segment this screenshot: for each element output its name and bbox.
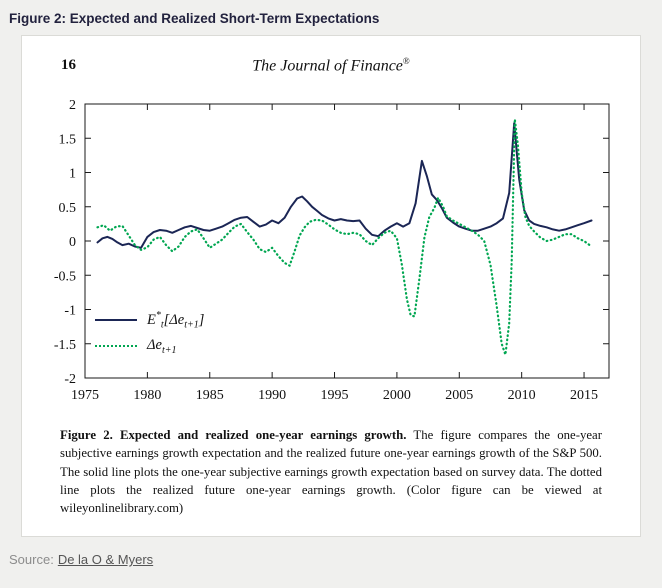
y-tick-label: 2 (69, 98, 76, 113)
x-tick-label: 2000 (383, 388, 411, 403)
expected-series-line (96, 122, 593, 249)
legend-label-realized: Δet+1 (147, 337, 176, 356)
legend-symbol-E: E (147, 311, 156, 328)
paper-page-number: 16 (61, 57, 76, 73)
y-tick-label: -1 (64, 304, 76, 319)
y-tick-label: 0.5 (59, 201, 77, 216)
chart-legend: E*t[Δet+1] Δet+1 (95, 310, 204, 355)
page-title: Figure 2: Expected and Realized Short-Te… (9, 11, 380, 26)
legend-item-realized: Δet+1 (95, 337, 204, 355)
source-label: Source: (9, 552, 54, 567)
legend-symbol-bracket-delta-e: [Δe (163, 311, 185, 328)
legend-sup-star: * (155, 309, 161, 321)
x-tick-label: 1990 (258, 388, 286, 403)
paper-header: 16 The Journal of Finance® (22, 56, 640, 80)
x-tick-label: 1975 (71, 388, 99, 403)
legend-sub-t: t (160, 319, 164, 331)
legend-item-expected: E*t[Δet+1] (95, 310, 204, 331)
x-tick-label: 2010 (508, 388, 536, 403)
figure-caption: Figure 2. Expected and realized one-year… (60, 426, 602, 517)
x-tick-label: 2005 (445, 388, 473, 403)
x-tick-label: 2015 (570, 388, 598, 403)
registered-mark: ® (402, 56, 410, 66)
y-tick-label: -0.5 (54, 269, 76, 284)
legend-symbol-bracket-close: ] (198, 311, 205, 328)
legend-symbol-delta-e: Δe (147, 336, 162, 353)
caption-rest: The figure compares the one-year subject… (60, 428, 602, 516)
legend-line-dotted (95, 345, 137, 347)
x-tick-label: 1995 (321, 388, 349, 403)
y-tick-label: -1.5 (54, 338, 76, 353)
source-row: Source: De la O & Myers (0, 537, 662, 582)
legend-sub-t1: t+1 (184, 319, 199, 331)
chart-svg: 1975 1980 1985 1990 1995 2000 2005 2010 2015 -2 -1… (54, 98, 610, 403)
paper-figure-panel: 16 The Journal of Finance® 1975 1980 1985 1… (21, 35, 641, 537)
y-tick-label: 1.5 (59, 132, 77, 147)
caption-bold: Figure 2. Expected and realized one-year… (60, 428, 407, 442)
realized-series-line (96, 118, 593, 356)
chart: 1975 1980 1985 1990 1995 2000 2005 2010 2015 -2 -1… (33, 92, 629, 414)
source-link[interactable]: De la O & Myers (57, 552, 154, 567)
x-tick-label: 1980 (133, 388, 161, 403)
legend-line-solid (95, 319, 137, 321)
legend-sub-t1-realized: t+1 (161, 344, 177, 356)
y-tick-label: 0 (69, 235, 76, 250)
y-tick-label: 1 (69, 167, 76, 182)
journal-name: The Journal of Finance (252, 57, 403, 75)
y-tick-label: -2 (64, 372, 76, 387)
journal-title: The Journal of Finance® (22, 56, 640, 75)
legend-label-expected: E*t[Δet+1] (147, 310, 204, 331)
x-tick-label: 1985 (196, 388, 224, 403)
